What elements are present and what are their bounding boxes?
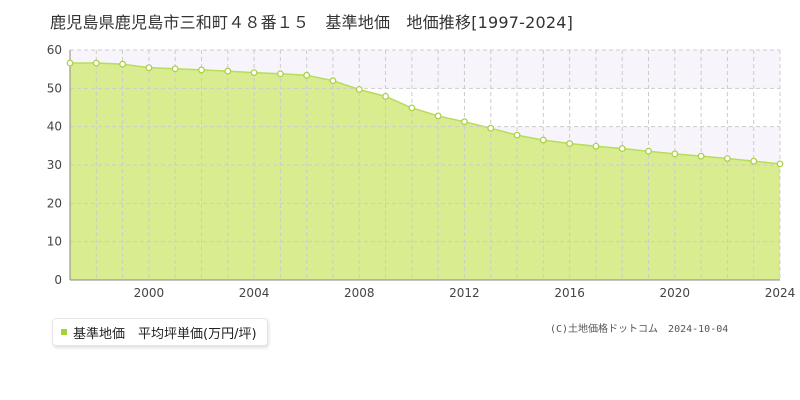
data-point	[250, 69, 258, 77]
x-tick-label: 2016	[554, 286, 585, 300]
data-point	[119, 60, 126, 68]
x-tick-label: 2020	[660, 286, 691, 300]
series-area	[70, 63, 780, 281]
chart-title: 鹿児島県鹿児島市三和町４８番１５ 基準地価 地価推移[1997-2024]	[50, 13, 574, 32]
data-point	[382, 92, 389, 100]
data-point	[750, 157, 758, 165]
data-point	[92, 59, 100, 67]
y-tick-label: 20	[47, 196, 62, 210]
data-point	[408, 104, 416, 112]
data-point	[539, 136, 547, 144]
legend-label: 基準地価 平均坪単価(万円/坪)	[73, 326, 257, 342]
x-tick-label: 2008	[344, 286, 375, 300]
area-layer	[70, 62, 781, 281]
x-tick-label: 2000	[134, 286, 165, 300]
x-tick-label: 2024	[765, 286, 796, 300]
data-point	[224, 67, 232, 75]
data-point	[66, 59, 74, 67]
data-point	[145, 64, 153, 72]
data-point	[645, 147, 652, 155]
y-tick-label: 50	[47, 81, 62, 95]
data-point	[461, 118, 468, 126]
data-point	[566, 140, 574, 147]
data-point	[355, 86, 363, 93]
marker-layer	[66, 59, 784, 168]
y-tick-label: 0	[54, 273, 62, 287]
data-point	[487, 124, 495, 132]
data-point	[276, 70, 284, 78]
grid-layer	[70, 49, 781, 280]
y-tick-label: 40	[47, 120, 62, 134]
x-tick-label: 2004	[239, 286, 270, 300]
data-point	[697, 152, 705, 160]
data-point	[434, 112, 442, 120]
data-point	[303, 71, 311, 79]
y-tick-label: 60	[47, 43, 62, 57]
legend-swatch	[61, 329, 67, 335]
data-point	[329, 77, 337, 85]
chart-legend: 基準地価 平均坪単価(万円/坪)	[52, 318, 268, 346]
series-line	[70, 62, 781, 165]
data-point	[724, 155, 731, 162]
data-point	[671, 150, 679, 158]
y-tick-label: 30	[47, 158, 62, 172]
copyright-text: (C)土地価格ドットコム 2024-10-04	[550, 324, 729, 335]
data-point	[776, 160, 784, 168]
data-point	[592, 142, 600, 150]
data-point	[513, 131, 521, 139]
data-point	[198, 66, 205, 74]
y-tick-label: 10	[47, 235, 62, 249]
data-point	[618, 145, 626, 152]
x-tick-label: 2012	[449, 286, 480, 300]
axis-layer: 0 10 20 30 40 50 60 2000 2004 2008 2012 2016 2020 202…	[47, 43, 796, 300]
data-point	[171, 65, 179, 73]
